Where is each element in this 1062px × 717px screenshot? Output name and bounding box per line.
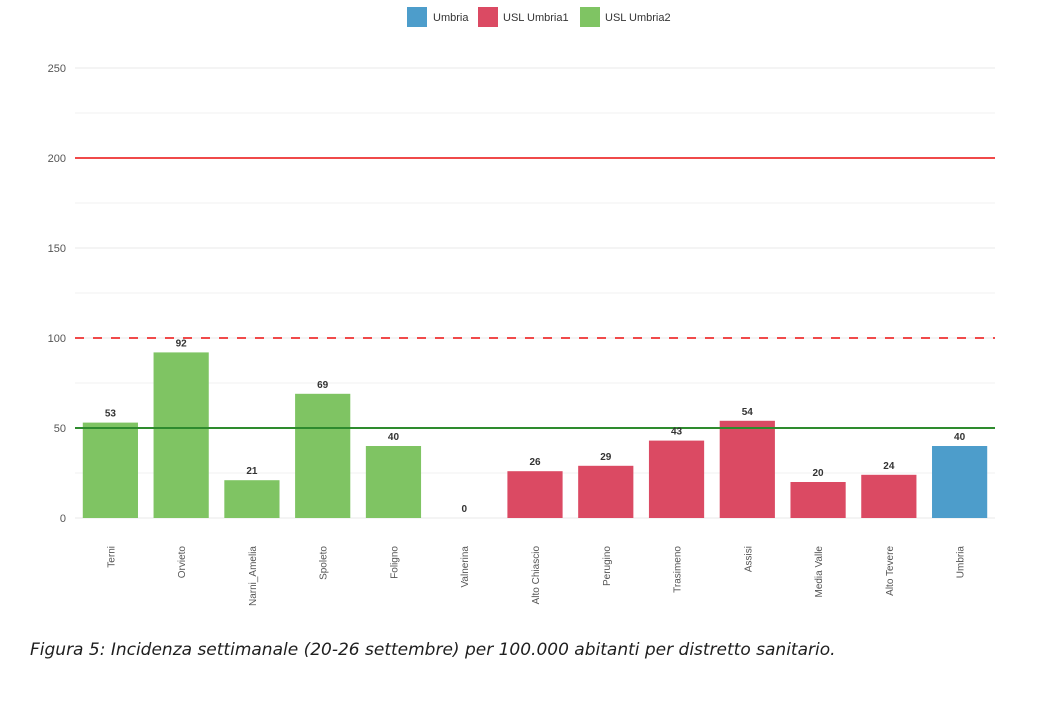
y-tick-label: 200 [48, 153, 66, 165]
chart-legend: Umbria USL Umbria1 USL Umbria2 [407, 7, 671, 27]
bar-series [82, 352, 988, 518]
bar [790, 482, 846, 518]
legend-swatch [407, 7, 427, 27]
bar-value-label: 53 [105, 409, 117, 420]
legend-swatch [580, 7, 600, 27]
bar-value-label: 43 [671, 427, 683, 438]
bar [578, 465, 634, 518]
y-tick-label: 100 [48, 333, 66, 345]
bar-value-label: 54 [742, 407, 754, 418]
legend-label: USL Umbria1 [503, 12, 569, 24]
bar-value-label: 26 [529, 457, 541, 468]
data-labels: 53 92 21 69 40 0 26 29 43 54 20 24 40 [105, 338, 966, 515]
x-tick-label: Media Valle [814, 546, 825, 598]
x-tick-label: Assisi [743, 546, 754, 572]
x-tick-label: Trasimeno [673, 546, 684, 593]
y-tick-label: 50 [54, 423, 66, 435]
bar [153, 352, 209, 518]
x-tick-label: Spoleto [319, 546, 330, 580]
bar-value-label: 29 [600, 452, 612, 463]
grid-lines [75, 67, 995, 519]
y-tick-label: 250 [48, 63, 66, 75]
bar-value-label: 40 [388, 432, 400, 443]
bar [719, 420, 775, 518]
x-tick-label: Umbria [956, 546, 967, 579]
bar-value-label: 0 [461, 504, 467, 515]
bar [861, 474, 917, 518]
x-tick-label: Valnerina [460, 546, 471, 588]
bar [295, 393, 351, 518]
x-axis: Terni Orvieto Narni_Amelia Spoleto Foligno Va… [106, 546, 966, 606]
legend-label: USL Umbria2 [605, 12, 671, 24]
bar-value-label: 40 [954, 432, 966, 443]
reference-lines [75, 157, 995, 429]
bar-value-label: 20 [813, 468, 825, 479]
figure-caption: Figura 5: Incidenza settimanale (20-26 s… [30, 640, 836, 660]
bar [365, 446, 422, 518]
x-tick-label: Foligno [389, 546, 400, 579]
bar [932, 446, 988, 518]
legend-swatch [478, 7, 498, 27]
y-tick-label: 150 [48, 243, 66, 255]
x-tick-label: Alto Tevere [885, 546, 896, 596]
bar-value-label: 92 [176, 338, 188, 349]
bar [648, 440, 705, 518]
bar [82, 422, 138, 518]
y-tick-label: 0 [60, 513, 66, 525]
legend-label: Umbria [433, 12, 469, 24]
bar-value-label: 24 [883, 461, 895, 472]
incidence-bar-chart: Umbria USL Umbria1 USL Umbria2 0 50 100 150 20… [48, 7, 995, 606]
x-tick-label: Terni [106, 546, 117, 568]
x-tick-label: Perugino [602, 546, 613, 586]
x-tick-label: Alto Chiascio [531, 546, 542, 605]
x-tick-label: Orvieto [177, 546, 188, 579]
x-tick-label: Narni_Amelia [248, 546, 259, 606]
y-axis: 0 50 100 150 200 250 [48, 63, 66, 525]
bar-value-label: 21 [246, 466, 258, 477]
bar [507, 471, 563, 518]
bar-value-label: 69 [317, 380, 329, 391]
bar [224, 480, 280, 518]
